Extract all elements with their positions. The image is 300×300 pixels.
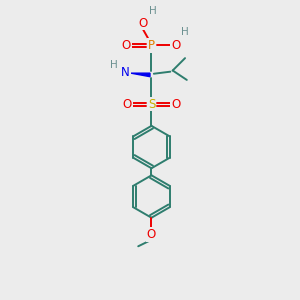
Polygon shape bbox=[131, 73, 150, 77]
Text: O: O bbox=[122, 39, 131, 52]
Text: O: O bbox=[171, 39, 180, 52]
Text: H: H bbox=[110, 60, 118, 70]
Text: P: P bbox=[148, 39, 155, 52]
Text: S: S bbox=[148, 98, 155, 111]
Text: H: H bbox=[149, 6, 157, 16]
Text: O: O bbox=[147, 228, 156, 241]
Text: O: O bbox=[171, 98, 180, 111]
Text: O: O bbox=[123, 98, 132, 111]
Text: N: N bbox=[121, 66, 130, 79]
Text: H: H bbox=[181, 27, 188, 37]
Text: O: O bbox=[138, 17, 147, 30]
